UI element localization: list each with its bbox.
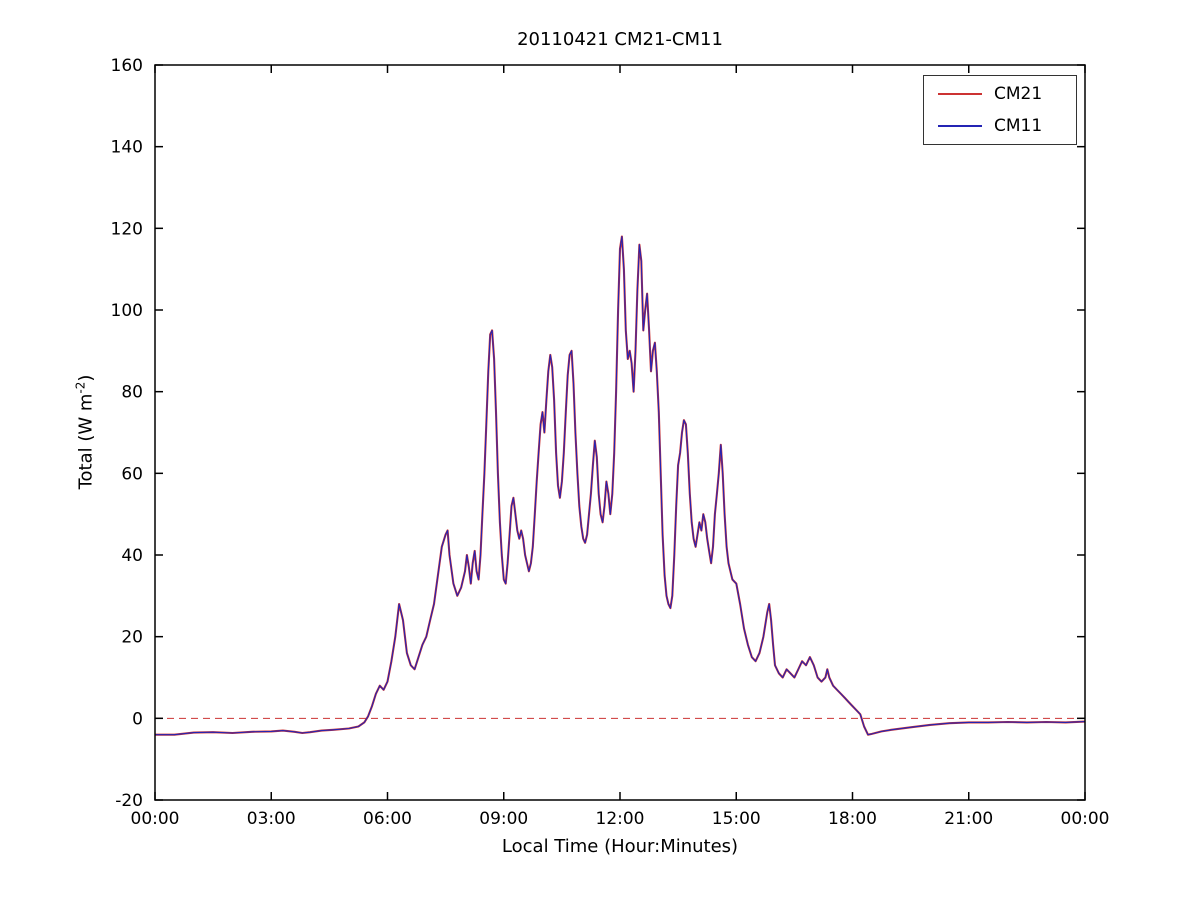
cm11-line-swatch: [938, 125, 982, 127]
svg-text:21:00: 21:00: [944, 809, 993, 829]
svg-text:0: 0: [132, 709, 143, 729]
legend-item-cm21: CM21: [924, 82, 1076, 106]
legend: CM21 CM11: [923, 75, 1077, 145]
svg-text:60: 60: [121, 464, 143, 484]
svg-text:40: 40: [121, 546, 143, 566]
y-axis-label: Total (W m-2): [74, 375, 97, 490]
legend-label-cm21: CM21: [994, 84, 1043, 104]
cm21-line-swatch: [938, 93, 982, 95]
svg-text:100: 100: [111, 301, 143, 321]
legend-label-cm11: CM11: [994, 116, 1043, 136]
svg-text:20: 20: [121, 628, 143, 648]
y-axis-label-text: Total (W m: [75, 393, 97, 490]
svg-text:15:00: 15:00: [712, 809, 761, 829]
svg-text:160: 160: [111, 56, 143, 76]
svg-text:120: 120: [111, 219, 143, 239]
x-axis-label: Local Time (Hour:Minutes): [501, 836, 739, 857]
svg-text:03:00: 03:00: [247, 809, 296, 829]
svg-text:80: 80: [121, 383, 143, 403]
legend-item-cm11: CM11: [924, 114, 1076, 138]
svg-text:06:00: 06:00: [363, 809, 412, 829]
svg-text:12:00: 12:00: [596, 809, 645, 829]
svg-text:140: 140: [111, 138, 143, 158]
svg-text:09:00: 09:00: [479, 809, 528, 829]
svg-text:18:00: 18:00: [828, 809, 877, 829]
svg-text:00:00: 00:00: [131, 809, 180, 829]
svg-text:-20: -20: [115, 791, 143, 811]
svg-text:00:00: 00:00: [1061, 809, 1110, 829]
chart-title: 20110421 CM21-CM11: [517, 29, 723, 50]
y-axis-label-superscript: -2: [73, 381, 88, 394]
y-axis-label-suffix: ): [75, 374, 97, 382]
